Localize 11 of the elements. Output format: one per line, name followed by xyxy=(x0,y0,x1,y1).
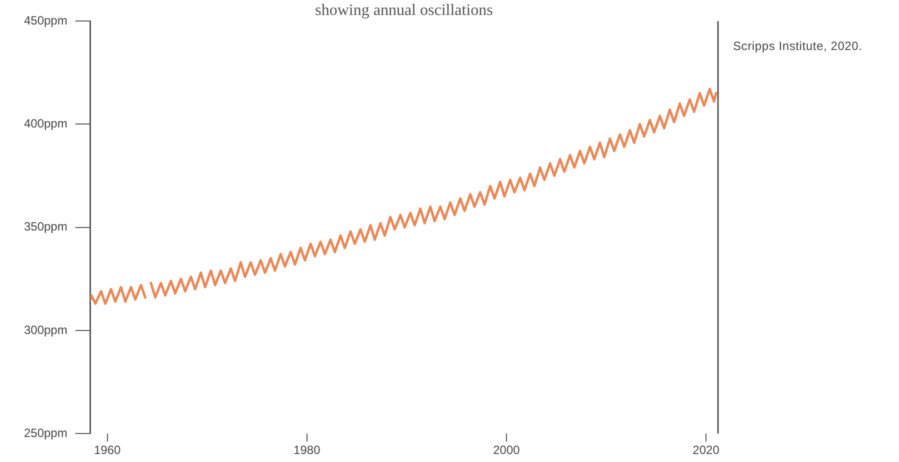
y-tick-label: 400ppm xyxy=(24,116,68,130)
y-tick-label: 250ppm xyxy=(24,426,68,440)
x-tick-label: 2020 xyxy=(692,443,720,458)
x-tick-label: 1960 xyxy=(94,443,121,458)
chart-subtitle: showing annual oscillations xyxy=(314,2,494,20)
y-tick-label: 300ppm xyxy=(24,322,68,337)
x-tick-label: 2000 xyxy=(493,443,520,458)
x-tick-label: 1980 xyxy=(294,443,321,458)
y-tick-label: 350ppm xyxy=(24,220,68,234)
y-tick-label: 450ppm xyxy=(24,13,68,28)
text: Scripps Institute, 2020. xyxy=(733,39,862,53)
